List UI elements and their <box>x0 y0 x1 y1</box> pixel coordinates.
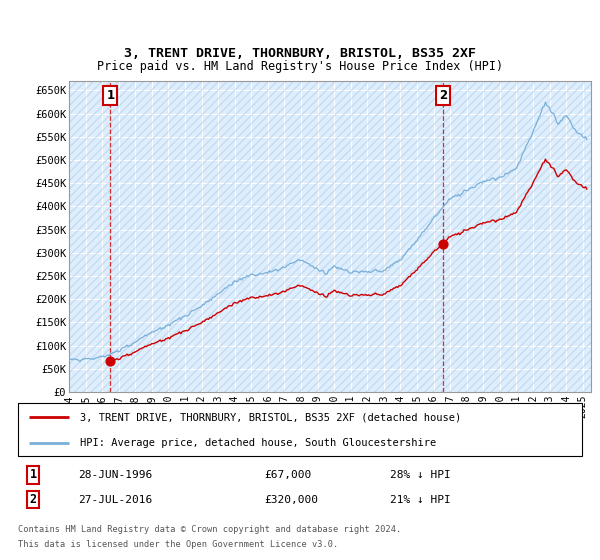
Text: 28% ↓ HPI: 28% ↓ HPI <box>390 470 451 480</box>
Text: 2: 2 <box>29 493 37 506</box>
FancyBboxPatch shape <box>18 403 582 456</box>
Point <box>106 357 115 366</box>
Text: 3, TRENT DRIVE, THORNBURY, BRISTOL, BS35 2XF: 3, TRENT DRIVE, THORNBURY, BRISTOL, BS35… <box>124 47 476 60</box>
Text: £320,000: £320,000 <box>264 494 318 505</box>
Text: HPI: Average price, detached house, South Gloucestershire: HPI: Average price, detached house, Sout… <box>80 437 436 447</box>
Text: 1: 1 <box>29 468 37 482</box>
Text: Contains HM Land Registry data © Crown copyright and database right 2024.: Contains HM Land Registry data © Crown c… <box>18 525 401 534</box>
Text: 3, TRENT DRIVE, THORNBURY, BRISTOL, BS35 2XF (detached house): 3, TRENT DRIVE, THORNBURY, BRISTOL, BS35… <box>80 412 461 422</box>
Text: 27-JUL-2016: 27-JUL-2016 <box>78 494 152 505</box>
Text: This data is licensed under the Open Government Licence v3.0.: This data is licensed under the Open Gov… <box>18 540 338 549</box>
Text: 28-JUN-1996: 28-JUN-1996 <box>78 470 152 480</box>
Text: 2: 2 <box>439 89 447 102</box>
Text: Price paid vs. HM Land Registry's House Price Index (HPI): Price paid vs. HM Land Registry's House … <box>97 60 503 73</box>
Text: £67,000: £67,000 <box>264 470 311 480</box>
Point <box>438 239 448 248</box>
Text: 1: 1 <box>106 89 115 102</box>
Text: 21% ↓ HPI: 21% ↓ HPI <box>390 494 451 505</box>
